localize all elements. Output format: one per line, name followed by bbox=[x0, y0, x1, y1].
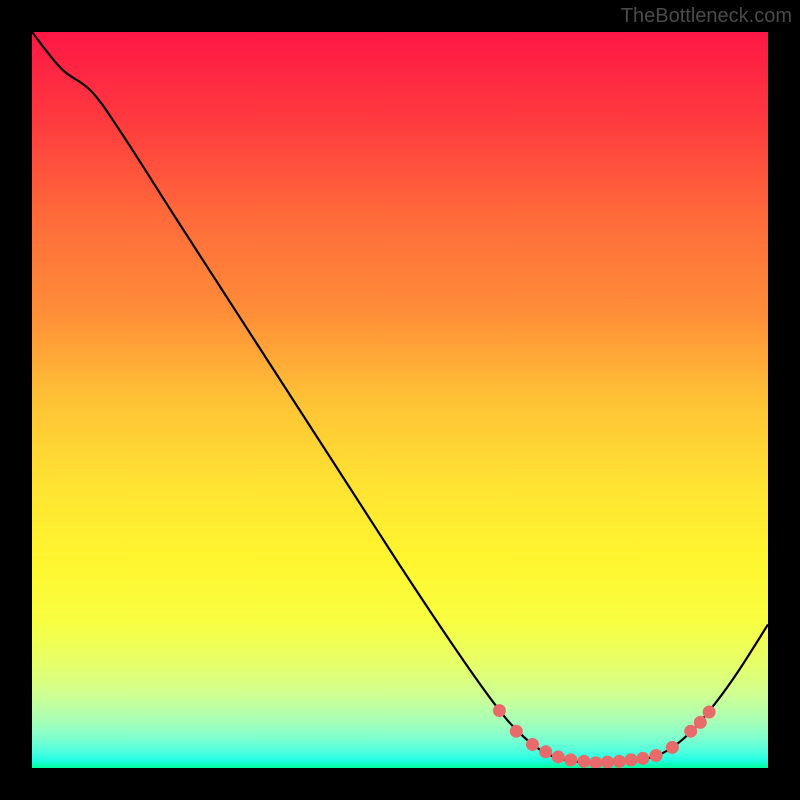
curve-markers bbox=[493, 704, 716, 768]
curve-marker bbox=[684, 725, 697, 738]
curve-marker bbox=[613, 755, 626, 768]
curve-marker bbox=[666, 741, 679, 754]
curve-marker bbox=[601, 756, 614, 768]
curve-marker bbox=[552, 750, 565, 763]
curve-marker bbox=[703, 706, 716, 719]
curve-marker bbox=[493, 704, 506, 717]
curve-marker bbox=[694, 716, 707, 729]
watermark-text: TheBottleneck.com bbox=[621, 5, 792, 28]
curve-marker bbox=[636, 752, 649, 765]
curve-marker bbox=[650, 749, 663, 762]
curve-marker bbox=[564, 753, 577, 766]
plot-area bbox=[32, 32, 768, 768]
chart-overlay bbox=[32, 32, 768, 768]
curve-marker bbox=[539, 745, 552, 758]
bottleneck-curve bbox=[32, 32, 768, 763]
curve-marker bbox=[625, 753, 638, 766]
curve-marker bbox=[578, 755, 591, 768]
curve-marker bbox=[589, 756, 602, 768]
curve-marker bbox=[510, 725, 523, 738]
curve-marker bbox=[526, 738, 539, 751]
